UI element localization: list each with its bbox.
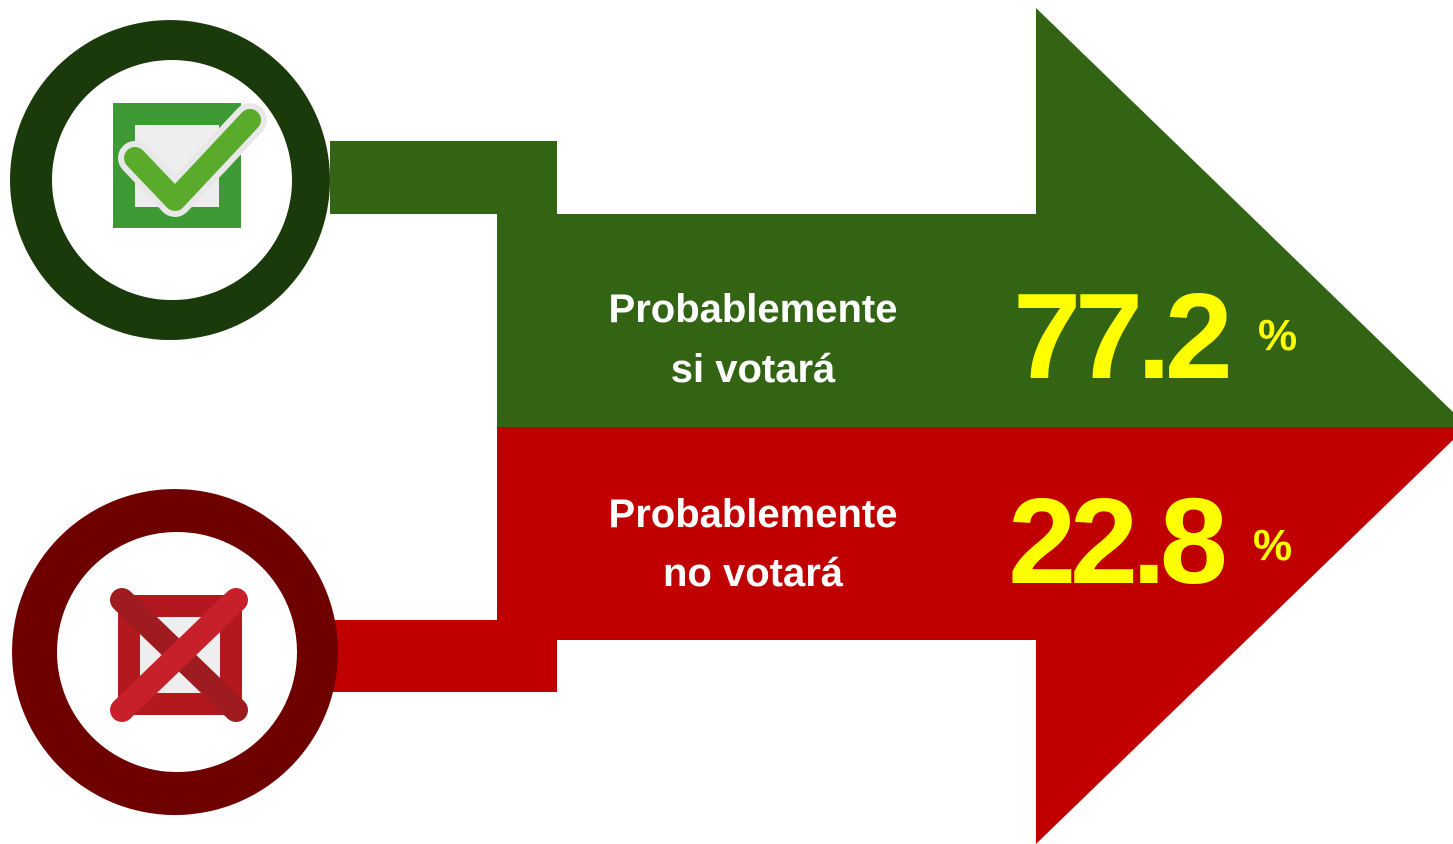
green-arrow [330, 8, 1453, 427]
label-line: no votará [663, 551, 844, 595]
value: 77.2 [1013, 268, 1228, 404]
unit: % [1258, 311, 1297, 360]
x-icon [110, 588, 248, 722]
label-line: Probablemente [609, 287, 898, 331]
label-line: si votará [671, 347, 836, 391]
unit: % [1253, 521, 1292, 570]
label-line: Probablemente [609, 492, 898, 536]
value: 22.8 [1008, 473, 1225, 609]
red-arrow [330, 427, 1453, 844]
check-icon [113, 103, 267, 228]
